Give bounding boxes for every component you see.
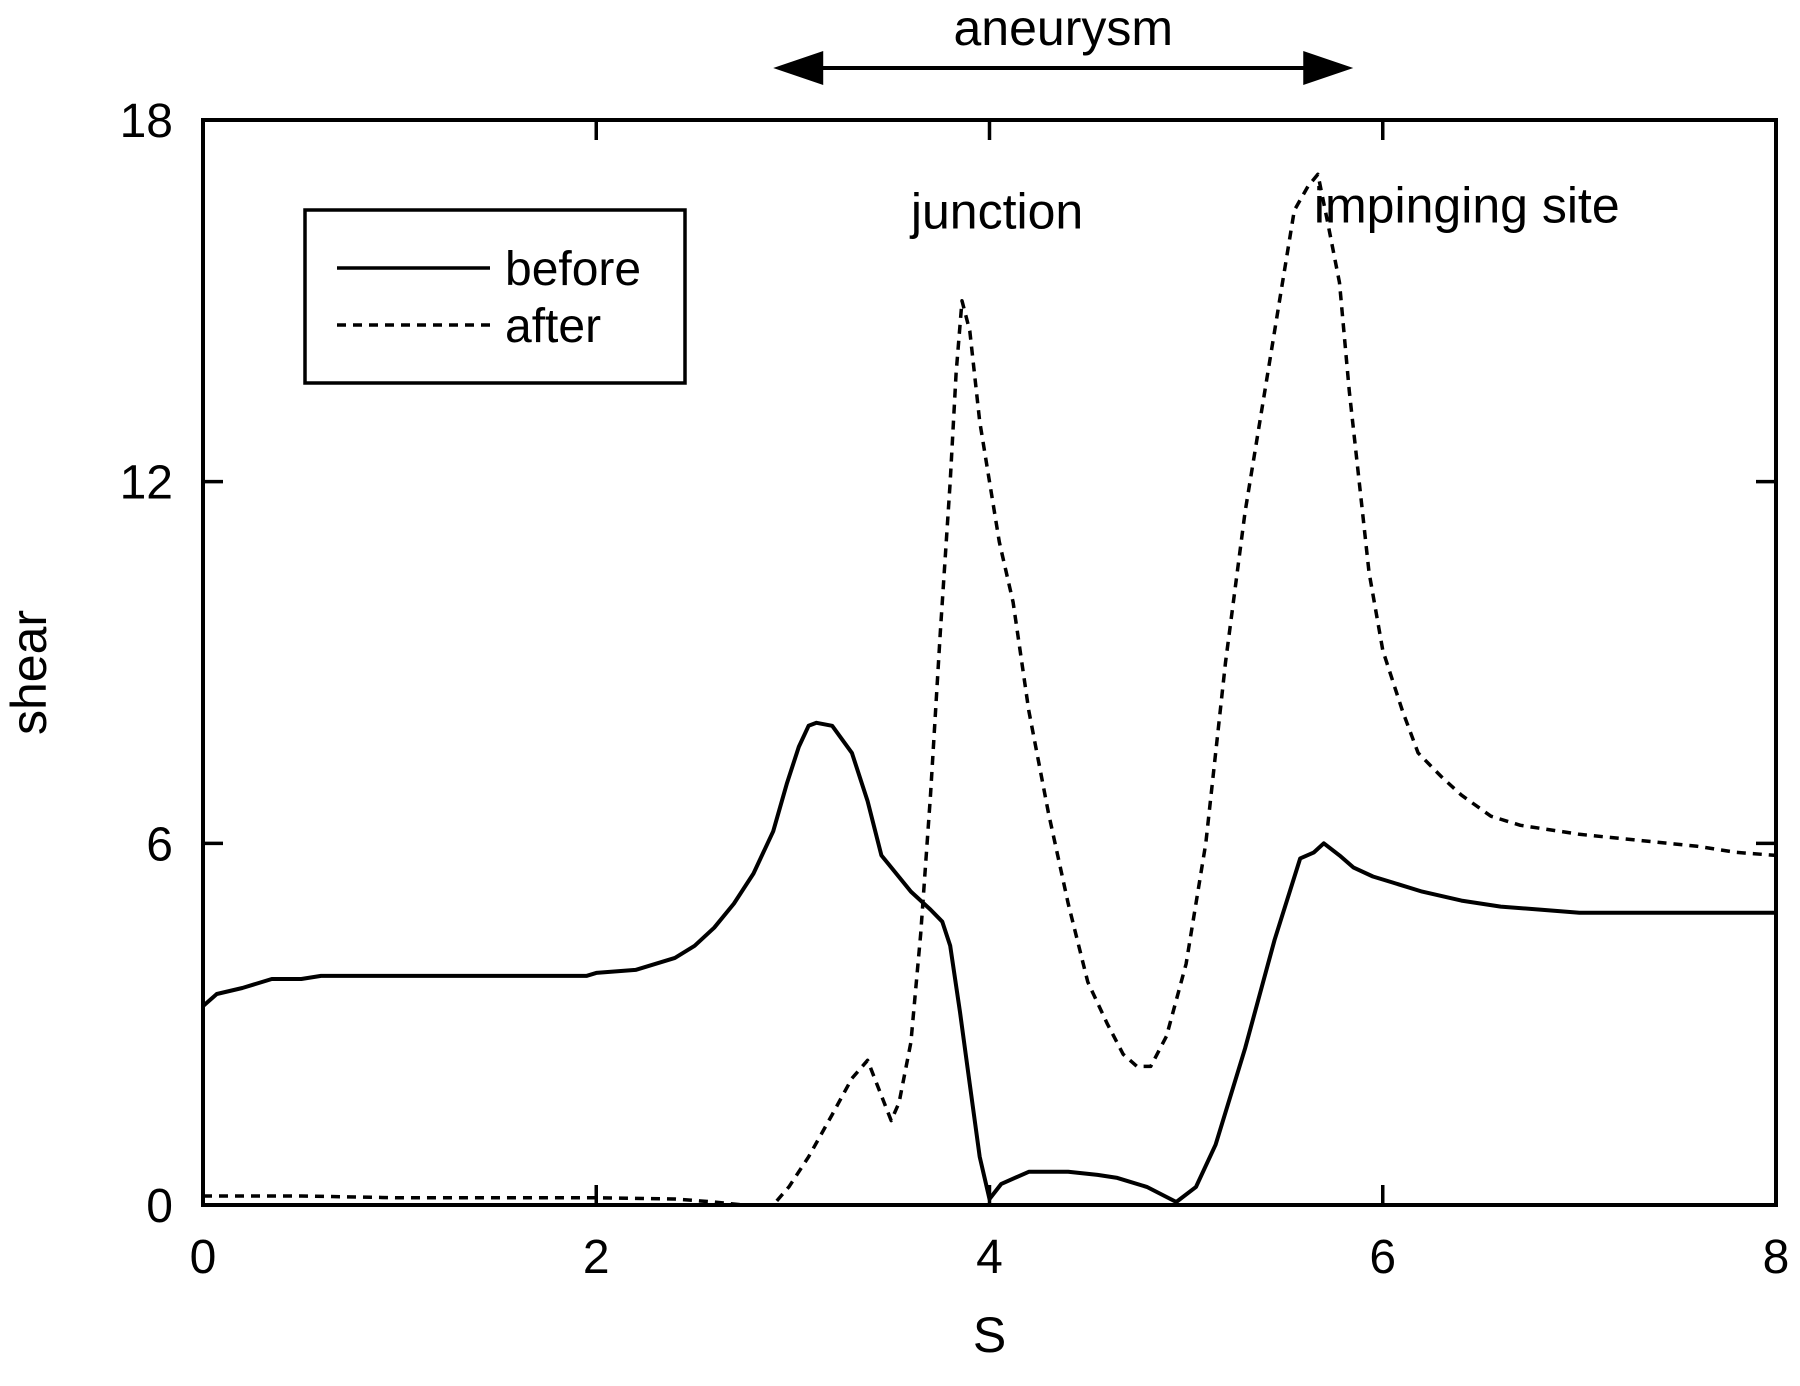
- x-tick-label: 4: [976, 1231, 1003, 1284]
- tick-labels: 0 2 4 6 8 0 6 12 18: [120, 95, 1790, 1284]
- annotation-impinging-site: impinging site: [1314, 177, 1620, 233]
- legend-label-before: before: [505, 243, 641, 296]
- x-tick-label: 8: [1763, 1231, 1790, 1284]
- legend: before after: [303, 208, 687, 385]
- annotations: aneurysm junction impinging site: [773, 0, 1620, 240]
- x-tick-label: 0: [190, 1231, 217, 1284]
- legend-box: [303, 208, 687, 385]
- legend-label-after: after: [505, 300, 601, 353]
- x-tick-label: 2: [583, 1231, 610, 1284]
- axis-ticks: [201, 118, 1778, 1207]
- y-tick-label: 0: [146, 1180, 173, 1233]
- x-axis-title: S: [973, 1307, 1006, 1363]
- x-tick-label: 6: [1369, 1231, 1396, 1284]
- y-tick-label: 6: [146, 818, 173, 871]
- series-line-after: [203, 172, 1777, 1207]
- arrowhead-left-icon: [773, 51, 824, 85]
- y-axis-title: shear: [1, 610, 57, 735]
- annotation-aneurysm: aneurysm: [953, 0, 1173, 56]
- annotation-junction: junction: [909, 184, 1083, 240]
- y-tick-label: 12: [120, 457, 173, 510]
- plot-area: 0 2 4 6 8 0 6 12 18: [120, 95, 1790, 1284]
- arrowhead-right-icon: [1303, 51, 1354, 85]
- y-tick-label: 18: [120, 95, 173, 148]
- series-line-before: [201, 720, 1776, 1204]
- series-lines: [201, 172, 1777, 1207]
